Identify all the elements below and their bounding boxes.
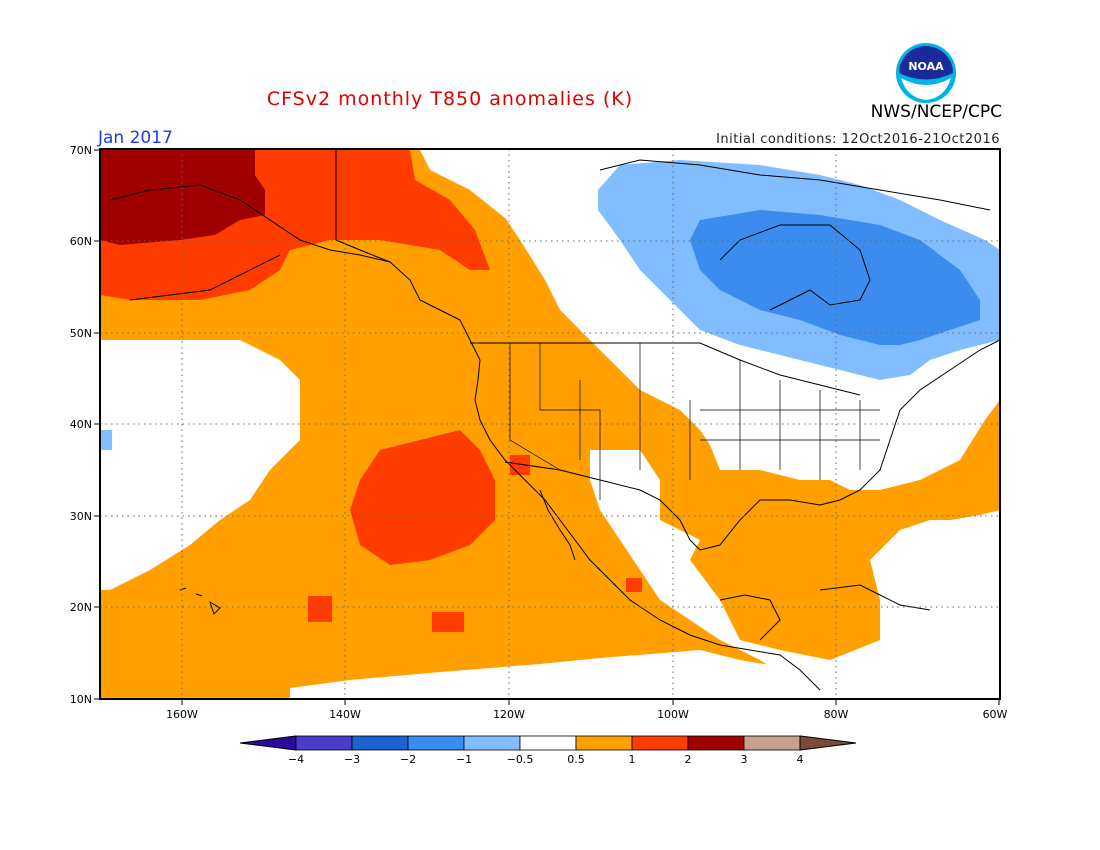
lat-axis: 70N 60N 50N 40N 30N 20N 10N: [70, 144, 100, 706]
state-borders: [509, 343, 880, 500]
gridlines: [100, 149, 1000, 699]
colorbar-swatch: [463, 735, 521, 751]
lat-label: 30N: [70, 510, 92, 523]
colorbar-arrow-right: [799, 735, 857, 751]
warm-patch-1: [308, 596, 332, 622]
colorbar-swatch: [295, 735, 353, 751]
warm-patch-2: [432, 612, 464, 632]
coastline-baja: [539, 489, 576, 561]
colorbar-label: −3: [344, 753, 360, 766]
state-borders-east: [700, 360, 880, 480]
coastline-alaska: [109, 184, 481, 361]
coastline-yucatan: [719, 594, 781, 641]
colorbar: −4 −3 −2 −1 −0.5 0.5 1 2 3 4: [239, 735, 857, 766]
lon-label: 160W: [166, 708, 198, 721]
noaa-logo: NOAA: [896, 43, 956, 103]
warm-patch-3: [626, 578, 642, 592]
map-title-text: CFSv2 monthly T850 anomalies (K): [266, 88, 634, 110]
lon-label: 140W: [329, 708, 361, 721]
coastline-hudson: [719, 224, 871, 311]
colorbar-swatch: [575, 735, 633, 751]
lon-label: 80W: [824, 708, 849, 721]
warm-region-pacific: [100, 150, 1000, 699]
noaa-logo-text: NOAA: [908, 60, 944, 73]
colorbar-swatch: [687, 735, 745, 751]
agency-label: NWS/NCEP/CPC: [870, 102, 1002, 122]
coastline-arctic: [599, 159, 991, 211]
map-title: CFSv2 monthly T850 anomalies (K): [0, 88, 1100, 110]
border-us-mexico: [504, 461, 681, 521]
cool-patch-west: [100, 430, 112, 450]
lat-label: 20N: [70, 601, 92, 614]
colorbar-label: 0.5: [567, 753, 585, 766]
neutral-region-pacific: [100, 340, 300, 590]
colorbar-swatch: [351, 735, 409, 751]
lat-label: 50N: [70, 327, 92, 340]
coastline-gulf: [679, 339, 1000, 551]
lat-label: 60N: [70, 235, 92, 248]
colorbar-swatch: [743, 735, 801, 751]
colorbar-label: 3: [741, 753, 748, 766]
colorbar-label: −4: [288, 753, 304, 766]
warm-region-subtropical-pacific: [350, 430, 495, 565]
border-alaska-canada: [335, 150, 391, 263]
colorbar-swatch: [407, 735, 465, 751]
lon-axis: 160W 140W 120W 100W 80W 60W: [166, 699, 1008, 721]
islands-hawaii: [179, 587, 221, 615]
cool-region-inner: [690, 210, 980, 345]
colorbar-arrow-left: [239, 735, 297, 751]
lon-label: 60W: [983, 708, 1008, 721]
colorbar-swatch: [631, 735, 689, 751]
colorbar-label: 1: [629, 753, 636, 766]
warm-region-siberia: [100, 150, 265, 245]
coastline-west-us: [474, 359, 821, 691]
colorbar-label: 2: [685, 753, 692, 766]
lon-label: 120W: [493, 708, 525, 721]
colorbar-label: −0.5: [507, 753, 534, 766]
neutral-region-arctic: [960, 150, 1000, 190]
neutral-region-continent: [460, 150, 910, 470]
lat-label: 40N: [70, 418, 92, 431]
colorbar-swatch: [519, 735, 577, 751]
lon-label: 100W: [657, 708, 689, 721]
neutral-region-mexico: [590, 450, 1000, 699]
coastline-aleutians: [129, 254, 281, 301]
colorbar-label: 4: [797, 753, 804, 766]
colorbar-label: −1: [456, 753, 472, 766]
initial-conditions: Initial conditions: 12Oct2016-21Oct2016: [716, 132, 1000, 147]
neutral-region-south: [290, 650, 820, 699]
state-borders-west: [509, 343, 691, 500]
anomaly-fields: [100, 150, 1000, 699]
colorbar-label: −2: [400, 753, 416, 766]
valid-month: Jan 2017: [98, 128, 173, 148]
lat-label: 70N: [70, 144, 92, 157]
lat-label: 10N: [70, 693, 92, 706]
coastlines: [109, 150, 1000, 691]
